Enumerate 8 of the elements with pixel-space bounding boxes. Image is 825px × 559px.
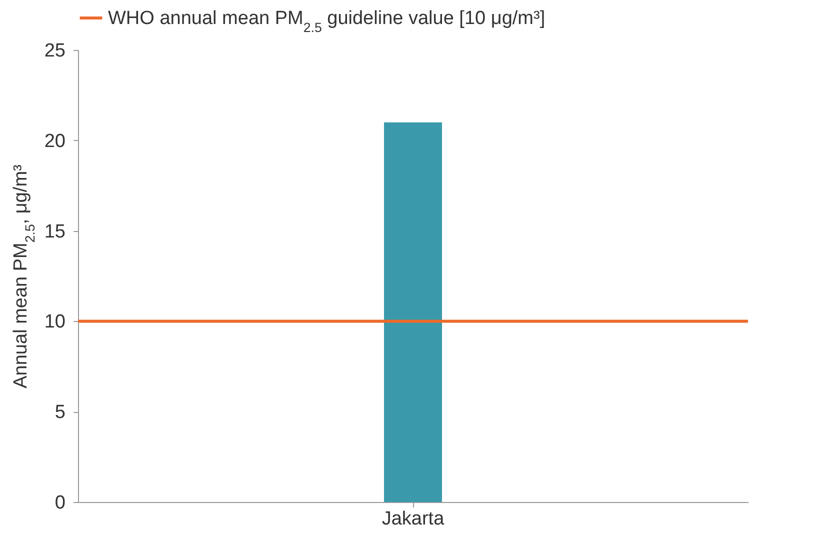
y-tick-label: 5 [54,402,66,424]
x-tick-label: Jakarta [382,508,445,530]
legend-label: WHO annual mean PM$_{2.5}$ guideline value [10 μg/m³] [108,8,546,34]
y-tick-label: 20 [44,130,66,152]
y-tick-label: 0 [54,492,66,514]
y-tick-label: 25 [44,40,66,62]
y-tick-label: 10 [44,312,66,333]
y-tick-label: 15 [44,221,66,242]
